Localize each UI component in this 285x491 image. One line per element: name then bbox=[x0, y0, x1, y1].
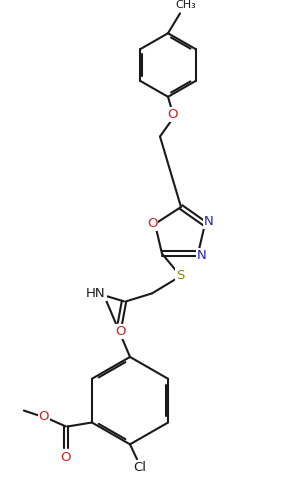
Text: HN: HN bbox=[86, 287, 106, 300]
Text: O: O bbox=[167, 108, 177, 121]
Text: N: N bbox=[204, 216, 214, 228]
Text: O: O bbox=[115, 325, 125, 338]
Text: O: O bbox=[39, 410, 49, 423]
Text: N: N bbox=[197, 249, 207, 262]
Text: S: S bbox=[176, 269, 184, 282]
Text: O: O bbox=[61, 451, 71, 464]
Text: Cl: Cl bbox=[133, 461, 146, 474]
Text: O: O bbox=[147, 218, 157, 230]
Text: CH₃: CH₃ bbox=[176, 0, 196, 10]
